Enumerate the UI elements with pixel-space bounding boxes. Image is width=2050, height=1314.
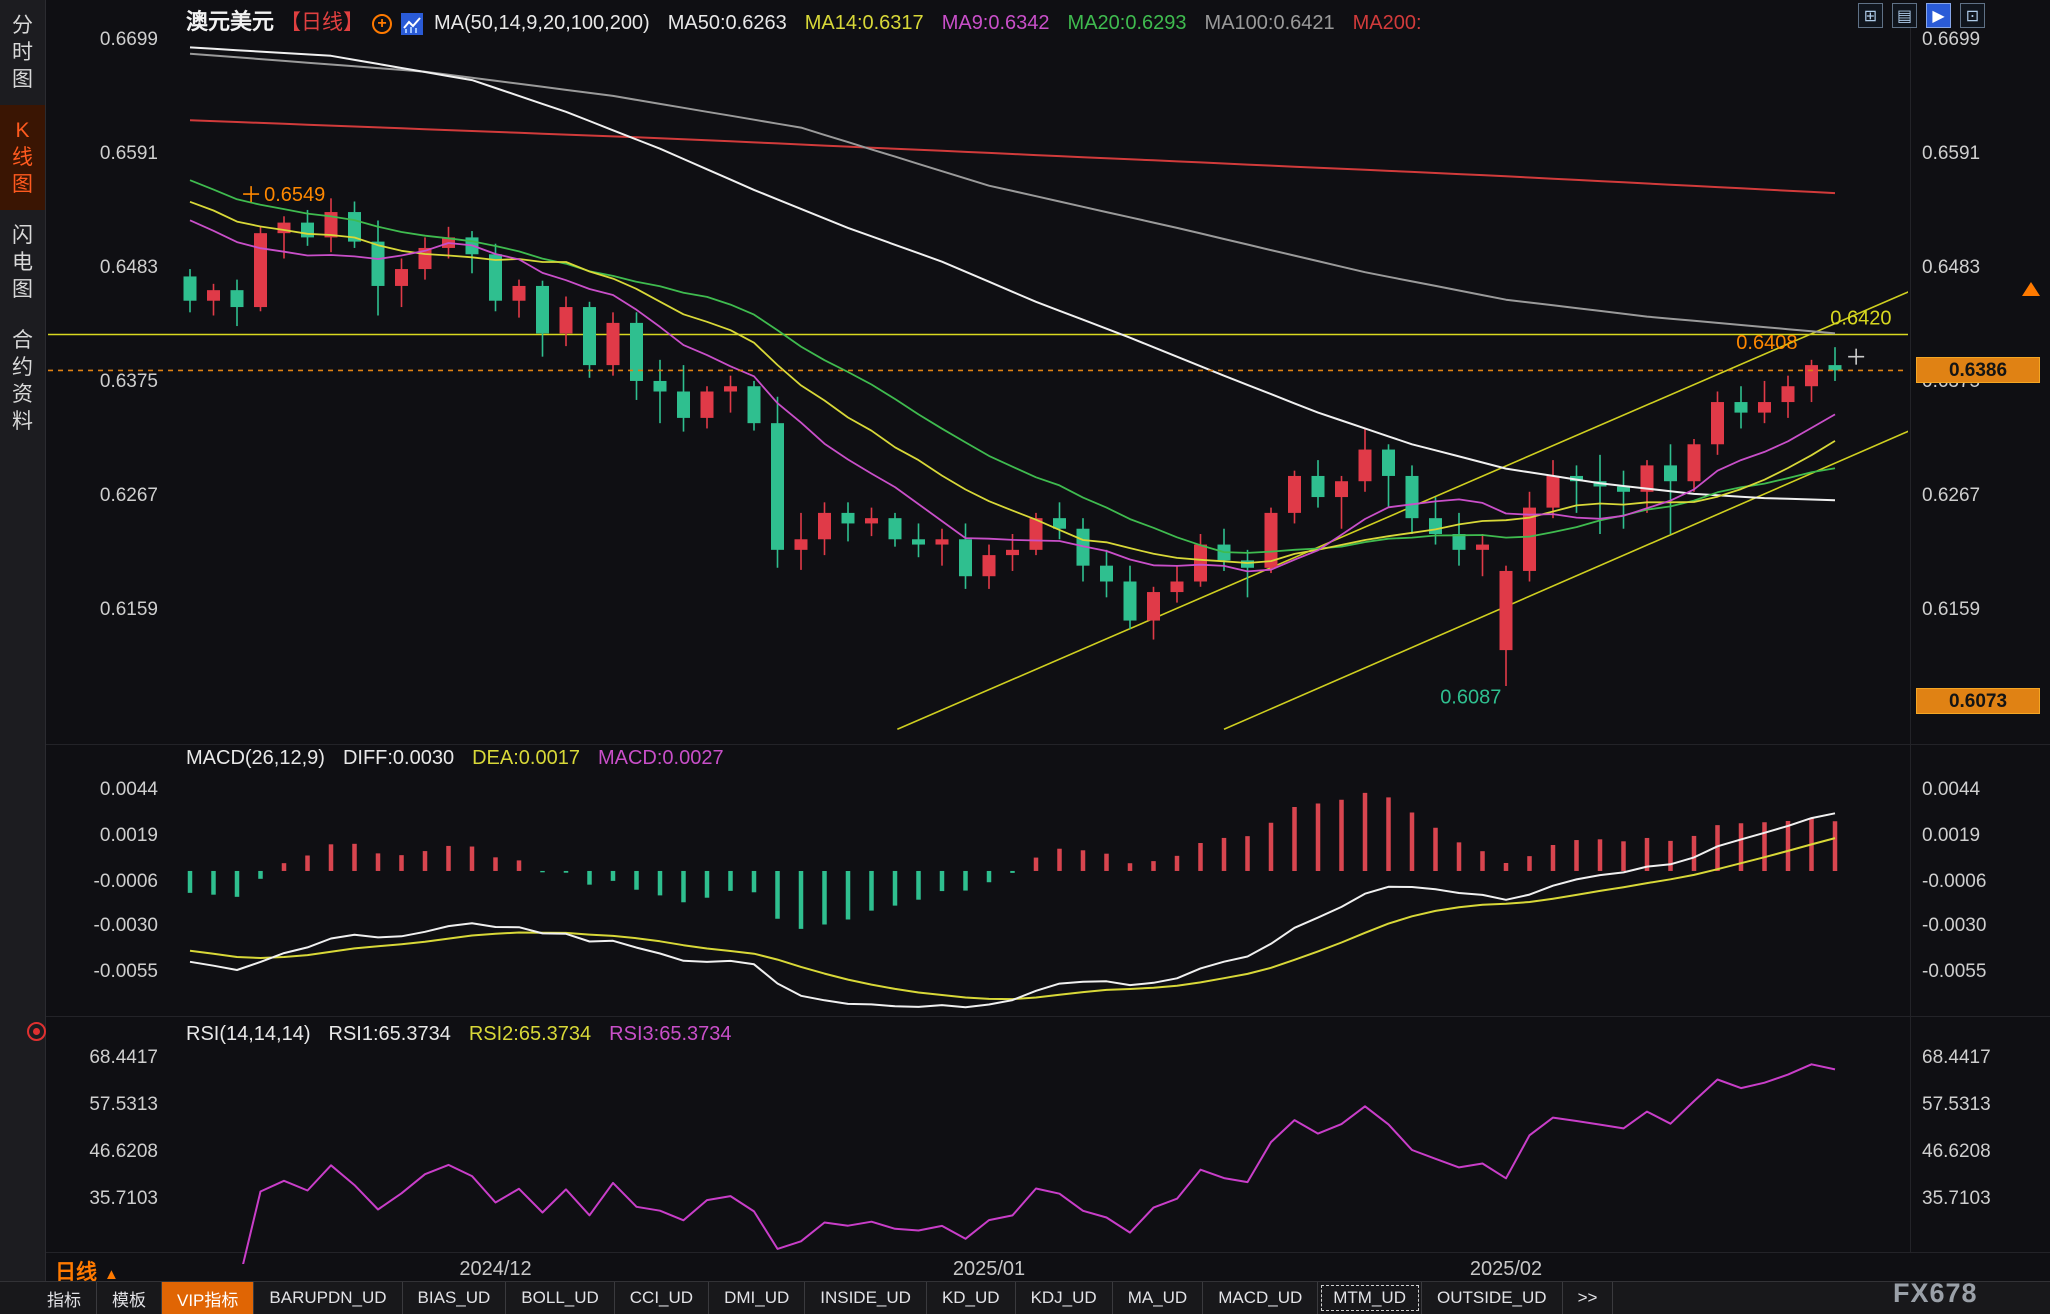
sidebar-item-char: 分 — [12, 14, 33, 37]
tab-mtm-ud[interactable]: MTM_UD — [1318, 1282, 1422, 1314]
sidebar-item-flash-chart[interactable]: 闪电图 — [0, 210, 45, 315]
legend-item: RSI1:65.3734 — [328, 1023, 451, 1045]
period-tag: 【日线】 — [280, 11, 365, 34]
tab-cci-ud[interactable]: CCI_UD — [615, 1282, 710, 1314]
legend-item: MA200: — [1352, 12, 1422, 34]
tab-ma-ud[interactable]: MA_UD — [1113, 1282, 1204, 1314]
main-chart-legend: 澳元美元 【日线】 + MA(50,14,9,20,100,200) MA50:0.62… — [186, 4, 1422, 36]
indicator-tabbar: 指标 模板 VIP指标 BARUPDN_UD BIAS_UD BOLL_UD CCI_UD D… — [0, 1281, 2050, 1314]
legend-item: MA9:0.6342 — [941, 12, 1050, 34]
main-panel-layer: 0.6549 0.6408 0.6420 0.6087 — [48, 46, 1908, 731]
chart-style-icon[interactable] — [400, 12, 424, 36]
sidebar-item-char: 料 — [12, 410, 33, 433]
legend-item: MA14:0.6317 — [804, 12, 924, 34]
tab-more[interactable]: >> — [1563, 1282, 1614, 1314]
sidebar-item-char: 约 — [12, 356, 33, 379]
ma-group-label: MA(50,14,9,20,100,200) — [434, 12, 650, 34]
sidebar-item-char: 电 — [12, 251, 33, 274]
period-label: 日线 — [55, 1261, 97, 1284]
legend-item: MACD:0.0027 — [597, 747, 724, 769]
legend-item: MA50:0.6263 — [667, 12, 787, 34]
tab-boll-ud[interactable]: BOLL_UD — [506, 1282, 615, 1314]
tab-indicators[interactable]: 指标 — [32, 1282, 97, 1314]
new-window-icon[interactable]: ⊡ — [1960, 3, 1985, 28]
sidebar-item-contract-info[interactable]: 合约资料 — [0, 315, 45, 447]
sidebar-item-char: 图 — [12, 278, 33, 301]
legend-item: RSI2:65.3734 — [468, 1023, 592, 1045]
watermark: FX678 — [1893, 1278, 1978, 1308]
tab-kd-ud[interactable]: KD_UD — [927, 1282, 1016, 1314]
sidebar-item-char: 线 — [12, 146, 33, 169]
chart-toolbar: ⊞ ▤ ▶ ⊡ — [1858, 3, 1985, 28]
sidebar-item-char: 图 — [12, 173, 33, 196]
sidebar-item-char: 闪 — [12, 224, 33, 247]
svg-text:0.6408: 0.6408 — [1736, 332, 1797, 354]
ma-lines-layer — [189, 46, 1836, 573]
sidebar-item-char: 图 — [12, 68, 33, 91]
sidebar-item-char: 合 — [12, 329, 33, 352]
legend-item: MA100:0.6421 — [1204, 12, 1335, 34]
period-selector[interactable]: 日线 ▲ — [55, 1256, 119, 1286]
tab-inside-ud[interactable]: INSIDE_UD — [805, 1282, 927, 1314]
sidebar-item-char: K — [15, 119, 30, 142]
record-icon[interactable] — [27, 1022, 46, 1041]
macd-layer — [187, 792, 1838, 1009]
svg-text:0.6420: 0.6420 — [1830, 308, 1891, 330]
sidebar-item-char: 资 — [12, 383, 33, 406]
tab-outside-ud[interactable]: OUTSIDE_UD — [1422, 1282, 1563, 1314]
legend-item: MA20:0.6293 — [1067, 12, 1187, 34]
tab-templates[interactable]: 模板 — [97, 1282, 162, 1314]
annotations-layer: 0.6549 0.6408 0.6420 0.6087 — [243, 184, 1891, 709]
tab-bias-ud[interactable]: BIAS_UD — [403, 1282, 507, 1314]
multi-panel-icon[interactable]: ▤ — [1892, 3, 1917, 28]
sidebar-item-char: 时 — [12, 41, 33, 64]
svg-text:0.6549: 0.6549 — [264, 184, 325, 206]
tab-kdj-ud[interactable]: KDJ_UD — [1016, 1282, 1113, 1314]
macd-name: MACD(26,12,9) — [186, 747, 325, 769]
rsi-legend: RSI(14,14,14) RSI1:65.3734 RSI2:65.3734 RSI… — [186, 1023, 732, 1046]
candles-layer — [183, 198, 1842, 687]
macd-legend: MACD(26,12,9) DIFF:0.0030 DEA:0.0017 MACD:0… — [186, 747, 724, 770]
legend-item: RSI3:65.3734 — [609, 1023, 732, 1045]
tab-dmi-ud[interactable]: DMI_UD — [709, 1282, 806, 1314]
symbol-name: 澳元美元 — [186, 9, 275, 34]
play-icon[interactable]: ▶ — [1926, 3, 1951, 28]
legend-item: DIFF:0.0030 — [342, 747, 455, 769]
svg-text:0.6087: 0.6087 — [1440, 687, 1501, 709]
rsi-name: RSI(14,14,14) — [186, 1023, 311, 1045]
period-up-arrow-icon: ▲ — [104, 1266, 119, 1283]
rsi-layer — [242, 1063, 1836, 1264]
sidebar-item-time-share-chart[interactable]: 分时图 — [0, 0, 45, 105]
tab-macd-ud[interactable]: MACD_UD — [1203, 1282, 1319, 1314]
tab-vip-indicators[interactable]: VIP指标 — [162, 1282, 255, 1314]
layout-grid-icon[interactable]: ⊞ — [1858, 3, 1883, 28]
tab-barupdn-ud[interactable]: BARUPDN_UD — [254, 1282, 403, 1314]
legend-item: DEA:0.0017 — [472, 747, 580, 769]
add-indicator-icon[interactable]: + — [372, 13, 393, 34]
